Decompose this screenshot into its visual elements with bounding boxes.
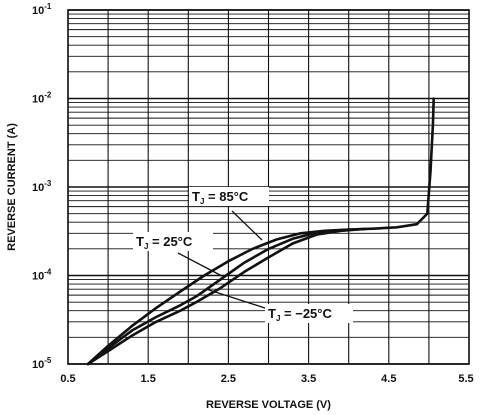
series-label-text: TJ = −25°C	[268, 306, 332, 323]
x-tick-label: 2.5	[221, 373, 236, 385]
series-line-1	[86, 97, 435, 366]
label-background	[189, 187, 269, 206]
y-tick-label: 10-2	[32, 91, 52, 106]
x-tick-label: 3.5	[301, 373, 316, 385]
x-tick-label: 4.5	[381, 373, 396, 385]
y-tick-label: 10-5	[32, 356, 52, 371]
series-line-3	[86, 227, 366, 366]
y-tick-label: 10-3	[32, 179, 52, 194]
x-tick-label: 1.5	[141, 373, 156, 385]
series-line-2	[86, 227, 366, 366]
series-annotations: TJ = 85°C TJ = 25°C TJ = −25°C	[133, 187, 353, 323]
series-label-3: TJ = −25°C	[205, 288, 353, 323]
plot-frame	[67, 9, 470, 365]
series-lines	[86, 97, 435, 366]
x-tick-label: 5.5	[458, 373, 473, 385]
leader-line	[231, 210, 263, 241]
tick-labels: 0.5 1.5 2.5 3.5 4.5 5.5 10-5 10-4 10-3 10-2 10-1	[32, 2, 474, 385]
y-axis-title: REVERSE CURRENT (A)	[6, 123, 18, 251]
series-label-text: TJ = 85°C	[192, 189, 249, 206]
y-tick-label: 10-1	[32, 2, 52, 17]
label-background	[133, 232, 213, 251]
series-label-2: TJ = 25°C	[133, 232, 223, 277]
x-axis-title: REVERSE VOLTAGE (V)	[206, 399, 331, 411]
leader-line	[177, 252, 223, 277]
leader-line	[205, 288, 269, 310]
y-tick-label: 10-4	[32, 268, 52, 283]
grid	[67, 9, 470, 365]
series-label-text: TJ = 25°C	[136, 234, 193, 251]
label-background	[265, 304, 353, 323]
series-label-1: TJ = 85°C	[189, 187, 269, 241]
x-tick-label: 0.5	[60, 373, 75, 385]
